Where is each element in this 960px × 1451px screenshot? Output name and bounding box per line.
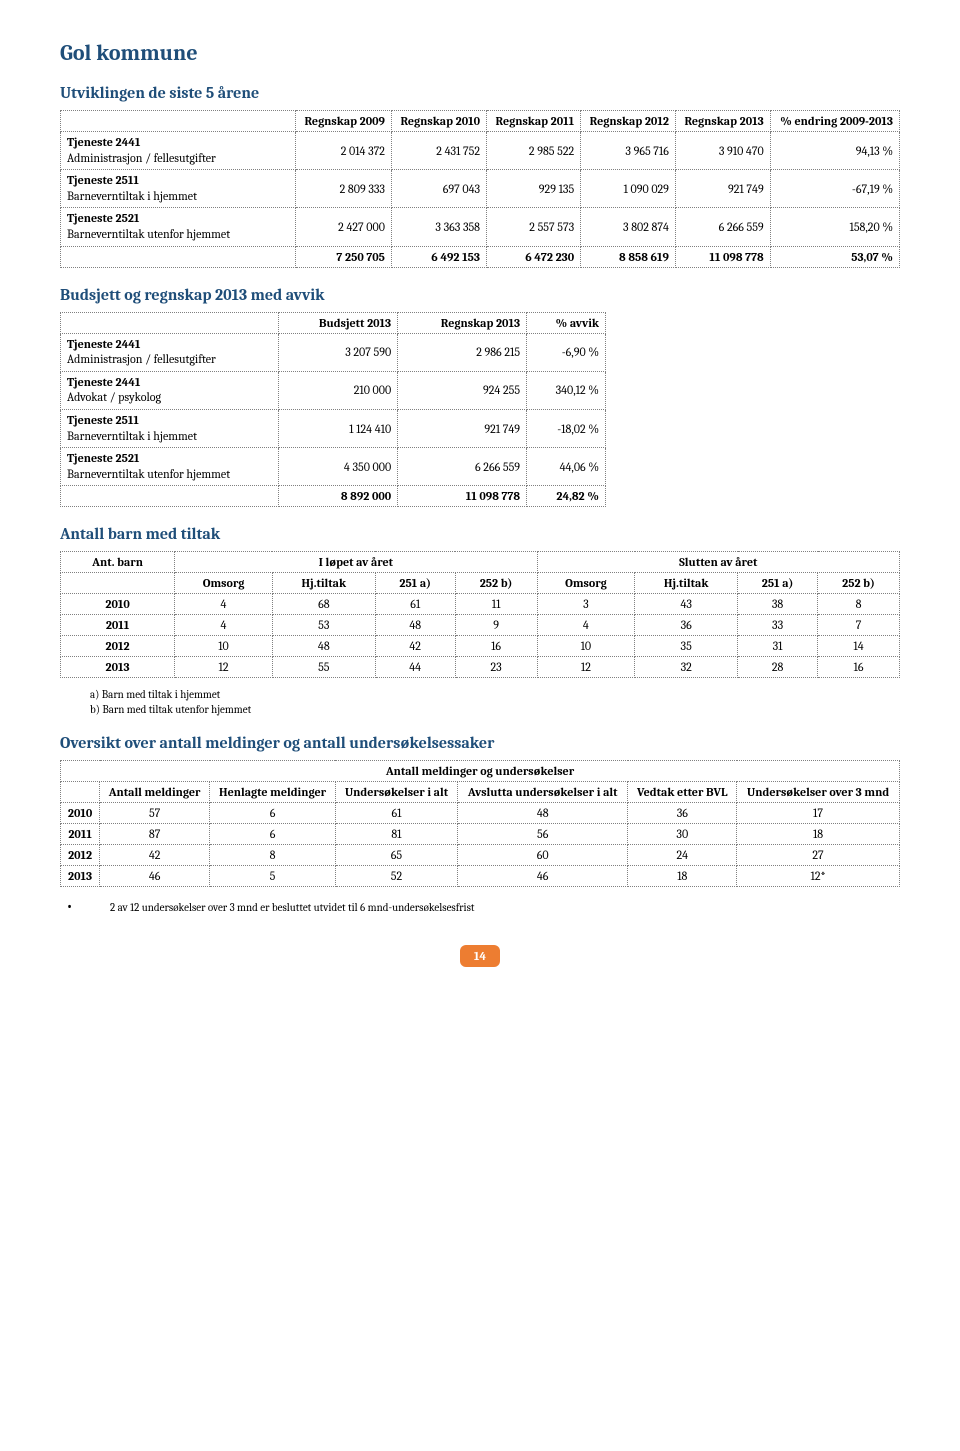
table-notes: a) Barn med tiltak i hjemmet b) Barn med… — [60, 688, 900, 716]
table-row: Tjeneste 2441Advokat / psykolog 210 0009… — [61, 371, 606, 409]
col-header: Regnskap 2012 — [581, 111, 676, 132]
col-header: Budsjett 2013 — [279, 312, 398, 333]
table-total-row: 8 892 00011 098 77824,82 % — [61, 486, 606, 507]
col-header: Regnskap 2013 — [675, 111, 770, 132]
page-number: 14 — [60, 945, 900, 967]
col-header: Henlagte meldinger — [210, 782, 336, 803]
table-utvikling: Regnskap 2009 Regnskap 2010 Regnskap 201… — [60, 110, 900, 268]
col-header: 251 a) — [738, 573, 818, 594]
table-meldinger: Antall meldinger og undersøkelser Antall… — [60, 760, 900, 887]
table-row: 20104686111343388 — [61, 594, 900, 615]
col-header: % endring 2009-2013 — [770, 111, 899, 132]
col-header: 252 b) — [455, 573, 537, 594]
table-row: Tjeneste 2441Administrasjon / fellesutgi… — [61, 333, 606, 371]
section-heading: Utviklingen de siste 5 årene — [60, 84, 900, 102]
col-header: Undersøkelser i alt — [335, 782, 457, 803]
table-row: Tjeneste 2511Barneverntiltak i hjemmet 1… — [61, 409, 606, 447]
page-title: Gol kommune — [60, 40, 900, 66]
col-header: % avvik — [527, 312, 606, 333]
section-heading: Budsjett og regnskap 2013 med avvik — [60, 286, 900, 304]
table-row: 201346552461812* — [61, 866, 900, 887]
col-header: Slutten av året — [537, 552, 899, 573]
col-header: Regnskap 2013 — [398, 312, 527, 333]
col-header: Regnskap 2010 — [391, 111, 486, 132]
section-heading: Antall barn med tiltak — [60, 525, 900, 543]
table-row: Tjeneste 2511Barneverntiltak i hjemmet 2… — [61, 170, 900, 208]
table-row: Tjeneste 2521Barneverntiltak utenfor hje… — [61, 448, 606, 486]
col-header: Hj.tiltak — [272, 573, 375, 594]
col-header: Antall meldinger — [100, 782, 210, 803]
col-header: Ant. barn — [61, 552, 175, 573]
table-row: 2011453489436337 — [61, 615, 900, 636]
table-row: 201242865602427 — [61, 845, 900, 866]
col-header: 251 a) — [375, 573, 455, 594]
table-row: Tjeneste 2441Administrasjon / fellesutgi… — [61, 132, 900, 170]
col-header: Vedtak etter BVL — [628, 782, 737, 803]
table-budsjett: Budsjett 2013 Regnskap 2013 % avvik Tjen… — [60, 312, 606, 508]
col-header: Undersøkelser over 3 mnd — [737, 782, 900, 803]
col-header: Avslutta undersøkelser i alt — [457, 782, 628, 803]
table-antall-barn: Ant. barn I løpet av året Slutten av åre… — [60, 551, 900, 678]
col-header: Regnskap 2009 — [295, 111, 391, 132]
col-header: Regnskap 2011 — [487, 111, 581, 132]
col-header: Omsorg — [537, 573, 635, 594]
table-row: 20121048421610353114 — [61, 636, 900, 657]
table-row: 201187681563018 — [61, 824, 900, 845]
col-header: 252 b) — [818, 573, 900, 594]
footnote: •2 av 12 undersøkelser over 3 mnd er bes… — [60, 897, 900, 915]
col-header: I løpet av året — [175, 552, 537, 573]
col-header: Omsorg — [175, 573, 273, 594]
table-row: Tjeneste 2521Barneverntiltak utenfor hje… — [61, 208, 900, 246]
table-total-row: 7 250 7056 492 1536 472 2308 858 61911 0… — [61, 246, 900, 267]
table-title: Antall meldinger og undersøkelser — [61, 761, 900, 782]
table-row: 20131255442312322816 — [61, 657, 900, 678]
col-header: Hj.tiltak — [635, 573, 738, 594]
section-heading: Oversikt over antall meldinger og antall… — [60, 734, 900, 752]
table-row: 201057661483617 — [61, 803, 900, 824]
